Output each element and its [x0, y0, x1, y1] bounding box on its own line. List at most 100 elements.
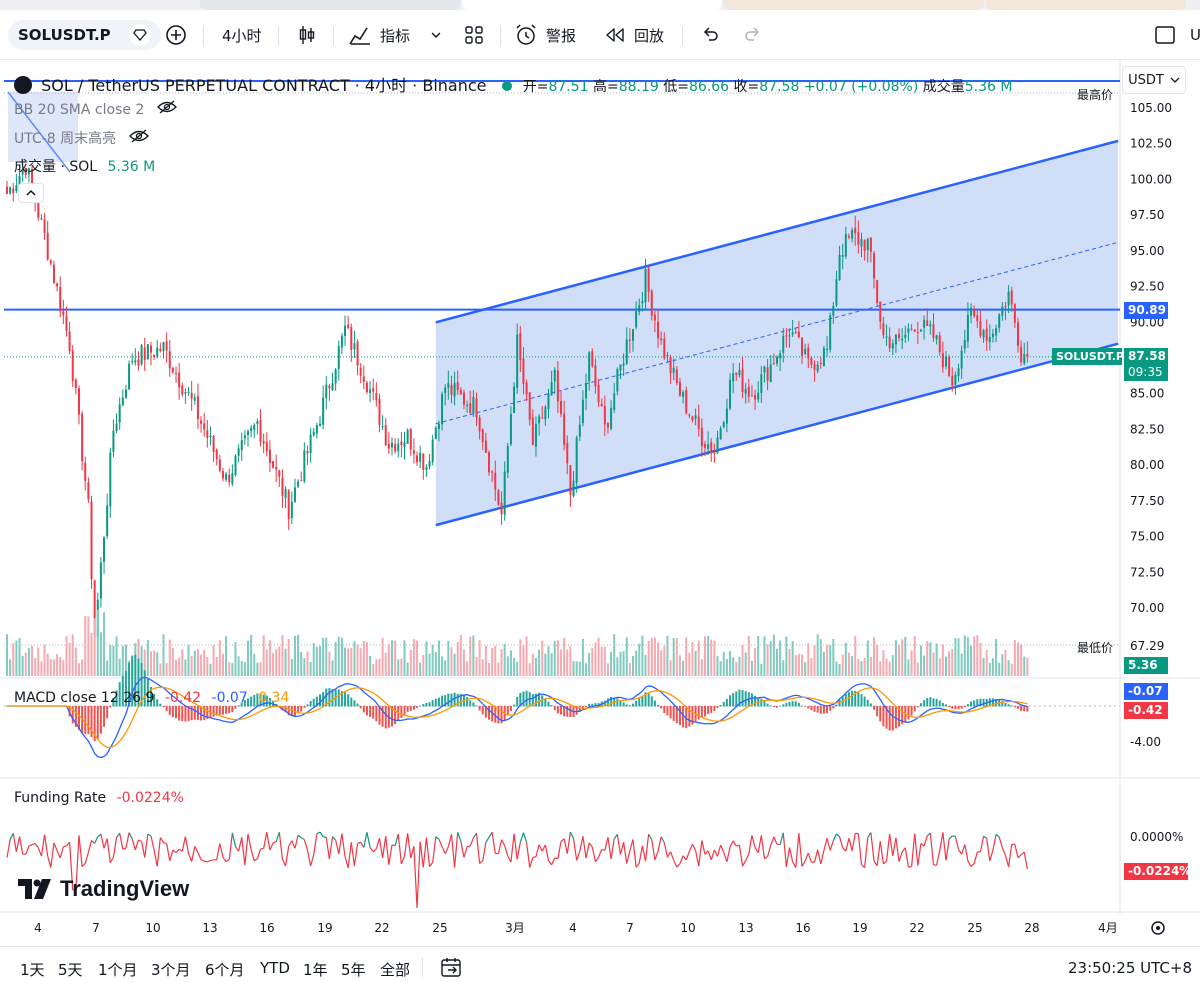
volume-bar: [775, 648, 778, 676]
browser-tab[interactable]: [200, 0, 460, 10]
replay-button[interactable]: 回放: [604, 20, 664, 50]
macd-histogram-bar: [979, 698, 982, 707]
diamond-icon[interactable]: [128, 24, 151, 46]
range-5y[interactable]: 5年: [341, 961, 366, 979]
macd-histogram-bar: [775, 706, 778, 708]
volume-bar: [898, 645, 901, 676]
macd-histogram-bar: [447, 693, 450, 707]
candle-body: [1007, 291, 1010, 306]
browser-tab[interactable]: [724, 0, 984, 10]
volume-bar: [268, 640, 271, 676]
funding-rate-segment: [548, 860, 553, 866]
funding-rate-segment: [566, 831, 571, 854]
symbol-search-button[interactable]: SOLUSDT.P: [8, 20, 161, 50]
range-1y[interactable]: 1年: [303, 961, 328, 979]
funding-rate-segment: [954, 836, 960, 850]
browser-tab[interactable]: [986, 0, 1186, 10]
range-ytd[interactable]: YTD: [260, 959, 290, 977]
funding-rate-segment: [544, 844, 550, 861]
volume-bar: [390, 640, 393, 676]
funding-rate-segment: [613, 834, 618, 840]
funding-rate-segment: [422, 837, 428, 868]
volume-legend[interactable]: 成交量 · SOL 5.36 M: [14, 156, 155, 176]
date-range-icon[interactable]: [440, 956, 462, 982]
candle-body: [585, 383, 588, 399]
eye-hidden-icon[interactable]: [128, 129, 149, 147]
collapse-legend-button[interactable]: [18, 183, 44, 203]
eye-hidden-icon[interactable]: [156, 100, 177, 118]
candle-body: [6, 186, 8, 194]
volume-bar: [265, 649, 268, 676]
volume-bar: [153, 650, 156, 676]
macd-histogram-bar: [178, 706, 181, 721]
indicators-button[interactable]: 指标: [348, 20, 410, 50]
clock-label[interactable]: 23:50:25 UTC+8: [1068, 959, 1192, 977]
bb-legend[interactable]: BB 20 SMA close 2: [14, 100, 177, 118]
volume-bar: [481, 659, 484, 676]
candle-body: [62, 311, 65, 316]
volume-bar: [193, 650, 196, 676]
redo-icon[interactable]: [743, 20, 763, 50]
macd-legend[interactable]: MACD close 12 26 9 -0.42 -0.07 0.34: [14, 690, 289, 706]
funding-rate-segment: [488, 831, 493, 838]
volume-bar: [525, 636, 528, 676]
fullscreen-icon[interactable]: [1154, 20, 1176, 50]
browser-tab-active[interactable]: [462, 0, 722, 10]
funding-rate-segment: [823, 838, 828, 851]
chevron-down-icon[interactable]: [430, 20, 442, 50]
macd-histogram-bar: [319, 694, 321, 707]
range-1m[interactable]: 1个月: [98, 961, 138, 979]
volume-bar: [253, 654, 256, 676]
volume-bar: [857, 659, 860, 676]
volume-bar: [988, 662, 991, 676]
range-all[interactable]: 全部: [380, 961, 411, 979]
volume-bar: [826, 644, 829, 676]
funding-rate-segment: [475, 833, 481, 864]
legend-title[interactable]: SOL / TetherUS PERPETUAL CONTRACT · 4小时 …: [41, 76, 487, 95]
candle-body: [466, 404, 469, 407]
funding-rate-segment: [867, 832, 872, 839]
funding-rate-segment: [522, 832, 528, 843]
macd-histogram-bar: [882, 706, 885, 727]
volume-bar: [1007, 660, 1010, 676]
interval-button[interactable]: 4小时: [222, 26, 262, 45]
volume-bar: [951, 648, 954, 676]
range-1d[interactable]: 1天: [20, 961, 45, 979]
candlestick-type-icon[interactable]: [296, 20, 318, 50]
range-3m[interactable]: 3个月: [151, 961, 191, 979]
currency-selector[interactable]: USDT: [1122, 66, 1186, 94]
candle-body: [591, 351, 594, 366]
alert-button[interactable]: 警报: [514, 20, 576, 50]
candle-body: [948, 356, 951, 376]
chart-canvas[interactable]: 105.00102.50100.0097.5095.0092.5090.0087…: [0, 60, 1200, 946]
macd-histogram-bar: [168, 706, 171, 715]
session-legend[interactable]: UTC-8 周末高亮: [14, 128, 149, 148]
horizontal-line-tag[interactable]: 90.89: [1124, 302, 1168, 319]
candle-body: [732, 373, 735, 382]
volume-bar: [544, 653, 547, 676]
tradingview-logo[interactable]: TradingView: [18, 876, 189, 902]
layouts-grid-icon[interactable]: [463, 20, 485, 50]
undo-icon[interactable]: [700, 20, 720, 50]
open-value: 87.51: [548, 79, 589, 95]
volume-bar: [497, 662, 500, 676]
range-5d[interactable]: 5天: [58, 961, 83, 979]
add-symbol-icon[interactable]: [164, 20, 188, 50]
candle-body: [569, 465, 572, 496]
candle-body: [700, 427, 703, 447]
macd-histogram-bar: [416, 706, 419, 708]
macd-histogram-bar: [84, 706, 87, 734]
macd-histogram-bar: [866, 699, 869, 707]
range-6m[interactable]: 6个月: [205, 961, 245, 979]
market-status-icon[interactable]: [501, 81, 512, 91]
funding-rate-segment: [704, 850, 709, 855]
candle-body: [641, 301, 644, 304]
macd-histogram-bar: [325, 688, 328, 707]
volume-bar: [381, 637, 384, 676]
funding-legend[interactable]: Funding Rate -0.0224%: [14, 790, 184, 806]
candle-body: [71, 350, 74, 382]
volume-bar: [581, 638, 584, 676]
macd-histogram-bar: [891, 706, 894, 731]
macd-histogram-bar: [669, 706, 672, 719]
volume-bar: [112, 645, 115, 676]
